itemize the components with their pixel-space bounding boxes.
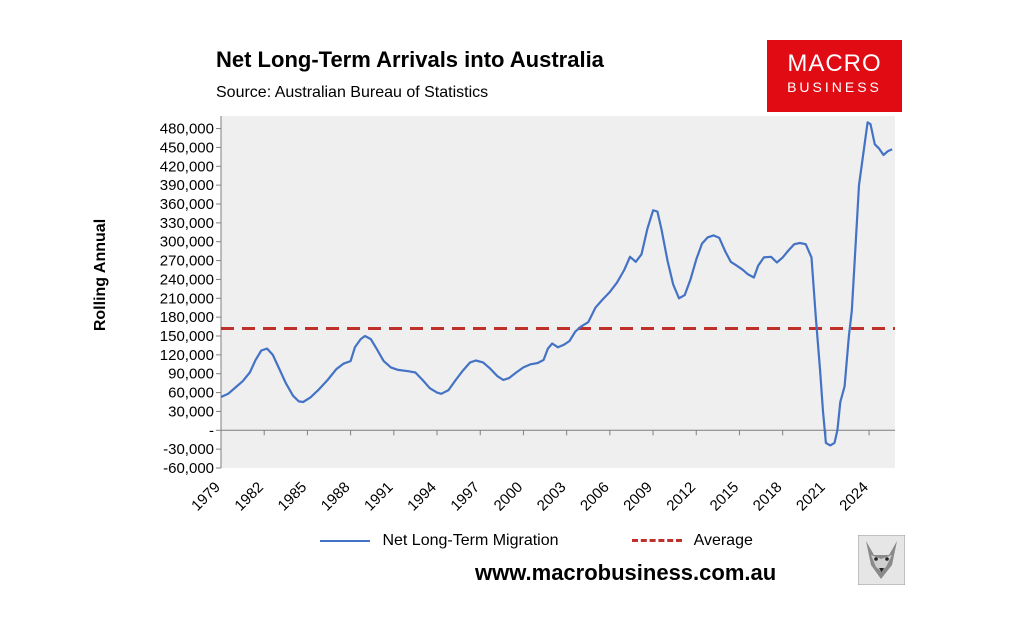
legend-label: Average [693,532,753,549]
x-tick-label: 2006 [577,479,613,515]
y-tick-label: 330,000 [160,215,214,232]
y-tick-label: 450,000 [160,139,214,156]
x-tick-label: 2003 [534,479,570,515]
x-tick-label: 2009 [620,479,656,515]
y-tick-label: 60,000 [168,385,214,402]
y-tick-label: 120,000 [160,347,214,364]
y-tick-label: -30,000 [163,441,214,458]
y-tick-label: 360,000 [160,196,214,213]
chart-title: Net Long-Term Arrivals into Australia [216,47,604,72]
x-tick-label: 2021 [793,479,829,515]
legend-swatch-solid [320,539,370,542]
x-tick-label: 2024 [836,479,872,515]
y-tick-label: 390,000 [160,177,214,194]
x-tick-label: 2012 [663,479,699,515]
y-tick-label: 210,000 [160,290,214,307]
fox-icon [858,535,905,585]
y-tick-label: - [209,422,214,439]
y-tick-label: 180,000 [160,309,214,326]
x-tick-label: 1994 [404,479,440,515]
x-tick-label: 2015 [707,479,743,515]
logo-line1: MACRO [787,50,882,77]
legend-item-net-long-term-migration: Net Long-Term Migration [320,532,559,550]
plot-area [221,116,895,468]
legend-swatch-dashed [632,539,682,543]
y-tick-label: 150,000 [160,328,214,345]
x-tick-label: 2018 [750,479,786,515]
y-tick-label: 30,000 [168,403,214,420]
macrobusiness-logo: MACRO BUSINESS [767,40,902,112]
x-tick-label: 1979 [188,479,224,515]
y-tick-label: 240,000 [160,271,214,288]
x-axis: 1979 1982 1985 1988 1991 1994 1997 2000 2003 2006… [188,430,872,514]
x-tick-label: 1982 [231,479,267,515]
legend-label: Net Long-Term Migration [382,532,559,549]
x-tick-label: 1997 [447,479,483,515]
series-net-long-term-migration-line [220,121,893,447]
website-url: www.macrobusiness.com.au [475,560,777,585]
y-tick-label: 480,000 [160,121,214,138]
x-tick-label: 1991 [361,479,397,515]
x-tick-label: 2000 [491,479,527,515]
legend-item-average: Average [632,532,753,550]
y-tick-label: 420,000 [160,158,214,175]
y-tick-label: 300,000 [160,234,214,251]
chart-subtitle: Source: Australian Bureau of Statistics [216,84,489,101]
logo-line2: BUSINESS [787,79,882,95]
x-tick-label: 1988 [318,479,354,515]
y-tick-label: 270,000 [160,253,214,270]
y-tick-label: -60,000 [163,460,214,477]
y-tick-label: 90,000 [168,366,214,383]
x-tick-label: 1985 [275,479,311,515]
